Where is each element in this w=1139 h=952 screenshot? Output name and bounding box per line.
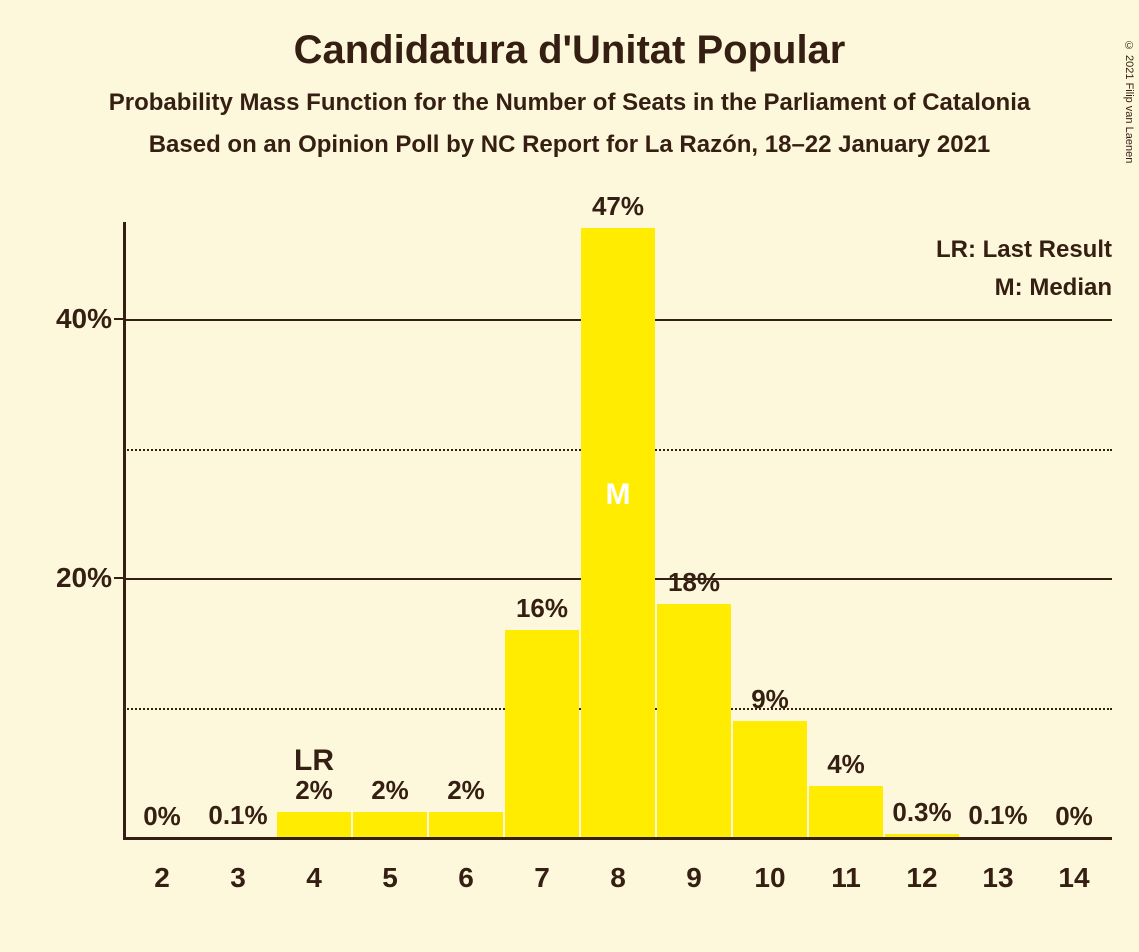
x-axis-label: 10 — [754, 862, 785, 894]
bar — [809, 786, 883, 838]
x-axis-label: 2 — [154, 862, 170, 894]
x-axis-label: 11 — [831, 862, 861, 894]
bar-value-label: 2% — [295, 775, 333, 806]
x-axis-label: 9 — [686, 862, 702, 894]
x-axis-label: 14 — [1058, 862, 1089, 894]
bar-overlay-lr: LR — [294, 744, 334, 778]
bar-value-label: 4% — [827, 749, 865, 780]
bar-value-label: 16% — [516, 593, 568, 624]
bar — [353, 812, 427, 838]
bar-value-label: 0.1% — [208, 800, 267, 831]
x-axis-label: 3 — [230, 862, 246, 894]
x-axis-label: 7 — [534, 862, 550, 894]
chart-subtitle-2: Based on an Opinion Poll by NC Report fo… — [0, 131, 1139, 159]
y-axis — [123, 222, 126, 838]
bar — [733, 721, 807, 838]
bar-value-label: 0.3% — [892, 797, 951, 828]
bar-value-label: 18% — [668, 567, 720, 598]
bar — [581, 228, 655, 838]
legend-median: M: Median — [995, 274, 1112, 302]
bar-value-label: 9% — [751, 684, 789, 715]
x-axis-label: 6 — [458, 862, 474, 894]
x-axis-label: 13 — [982, 862, 1013, 894]
bar-overlay-median: M — [606, 478, 631, 512]
x-axis-label: 5 — [382, 862, 398, 894]
bar — [277, 812, 351, 838]
bar-value-label: 0.1% — [968, 800, 1027, 831]
x-axis-label: 4 — [306, 862, 322, 894]
x-axis — [123, 837, 1112, 840]
bar — [429, 812, 503, 838]
bar-value-label: 47% — [592, 191, 644, 222]
y-axis-label: 20% — [56, 562, 124, 594]
chart-subtitle-1: Probability Mass Function for the Number… — [0, 89, 1139, 117]
chart-title: Candidatura d'Unitat Popular — [0, 28, 1139, 73]
x-axis-label: 8 — [610, 862, 626, 894]
y-axis-label: 40% — [56, 303, 124, 335]
bar-value-label: 0% — [1055, 801, 1093, 832]
copyright-text: © 2021 Filip van Laenen — [1123, 40, 1135, 163]
bar-value-label: 2% — [447, 775, 485, 806]
bar-value-label: 0% — [143, 801, 181, 832]
x-axis-label: 12 — [906, 862, 937, 894]
bar-chart: 20%40%0%20.1%32%LR42%52%616%747%M818%99%… — [124, 228, 1112, 838]
bar-value-label: 2% — [371, 775, 409, 806]
bar — [657, 604, 731, 838]
bar — [505, 630, 579, 838]
legend-last-result: LR: Last Result — [936, 236, 1112, 264]
